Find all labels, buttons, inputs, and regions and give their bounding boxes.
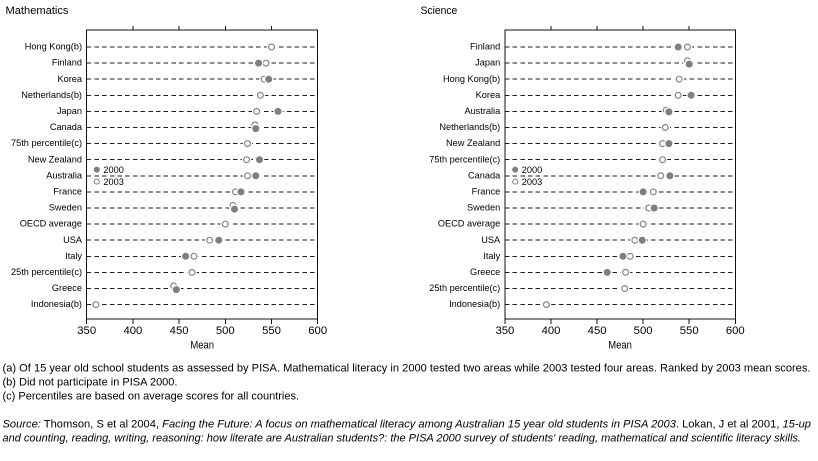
svg-text:450: 450: [588, 325, 607, 337]
svg-text:Science: Science: [421, 5, 458, 17]
svg-text:25th percentile(c): 25th percentile(c): [11, 267, 82, 277]
svg-text:450: 450: [170, 325, 189, 337]
svg-text:Finland: Finland: [470, 42, 500, 52]
svg-text:2000: 2000: [522, 165, 542, 175]
svg-text:550: 550: [680, 325, 699, 337]
svg-text:Indonesia(b): Indonesia(b): [31, 299, 82, 309]
svg-text:75th percentile(c): 75th percentile(c): [11, 138, 82, 148]
svg-text:2003: 2003: [103, 177, 123, 187]
svg-text:Source: Thomson, S et al 2004,: Source: Thomson, S et al 2004, Facing th…: [3, 418, 812, 430]
svg-text:400: 400: [542, 325, 561, 337]
svg-text:Italy: Italy: [483, 251, 500, 261]
svg-text:USA: USA: [63, 235, 83, 245]
svg-text:OECD average: OECD average: [20, 219, 82, 229]
svg-text:Australia: Australia: [46, 170, 83, 180]
svg-text:Canada: Canada: [50, 122, 83, 132]
svg-text:25th percentile(c): 25th percentile(c): [429, 283, 500, 293]
svg-text:Mean: Mean: [190, 340, 214, 352]
svg-text:and counting, reading, writing: and counting, reading, writing, reasonin…: [3, 432, 802, 444]
svg-text:Hong Kong(b): Hong Kong(b): [443, 74, 500, 84]
svg-text:400: 400: [123, 325, 142, 337]
svg-text:Netherlands(b): Netherlands(b): [439, 122, 500, 132]
svg-text:Japan: Japan: [475, 58, 500, 68]
svg-text:USA: USA: [481, 235, 501, 245]
svg-text:Mean: Mean: [608, 340, 632, 352]
svg-text:Sweden: Sweden: [467, 203, 500, 213]
svg-text:Sweden: Sweden: [49, 203, 82, 213]
svg-text:350: 350: [495, 325, 514, 337]
svg-text:New Zealand: New Zealand: [28, 154, 82, 164]
svg-text:550: 550: [262, 325, 281, 337]
svg-text:Greece: Greece: [52, 283, 82, 293]
svg-text:France: France: [53, 187, 82, 197]
svg-text:600: 600: [726, 325, 745, 337]
svg-text:Greece: Greece: [470, 267, 500, 277]
svg-text:Japan: Japan: [57, 106, 82, 116]
svg-text:Australia: Australia: [464, 106, 501, 116]
svg-text:Italy: Italy: [65, 251, 82, 261]
svg-text:600: 600: [308, 325, 327, 337]
svg-text:Korea: Korea: [57, 74, 82, 84]
svg-text:Indonesia(b): Indonesia(b): [449, 299, 500, 309]
svg-text:France: France: [472, 187, 501, 197]
svg-text:Finland: Finland: [52, 58, 82, 68]
svg-text:Korea: Korea: [476, 90, 501, 100]
svg-text:Mathematics: Mathematics: [6, 5, 69, 17]
svg-text:2003: 2003: [522, 177, 542, 187]
svg-text:75th percentile(c): 75th percentile(c): [429, 154, 500, 164]
svg-text:500: 500: [634, 325, 653, 337]
svg-text:(c) Percentiles are based on a: (c) Percentiles are based on average sco…: [3, 390, 300, 402]
svg-text:New Zealand: New Zealand: [446, 138, 500, 148]
svg-text:OECD average: OECD average: [438, 219, 500, 229]
svg-text:Canada: Canada: [468, 170, 501, 180]
svg-text:2000: 2000: [103, 165, 123, 175]
svg-text:Netherlands(b): Netherlands(b): [21, 90, 82, 100]
svg-text:500: 500: [216, 325, 235, 337]
svg-text:350: 350: [77, 325, 96, 337]
svg-text:Hong Kong(b): Hong Kong(b): [25, 42, 82, 52]
svg-text:(b) Did not participate in PIS: (b) Did not participate in PISA 2000.: [3, 376, 178, 388]
svg-text:(a) Of 15 year old school stud: (a) Of 15 year old school students as as…: [3, 362, 811, 374]
